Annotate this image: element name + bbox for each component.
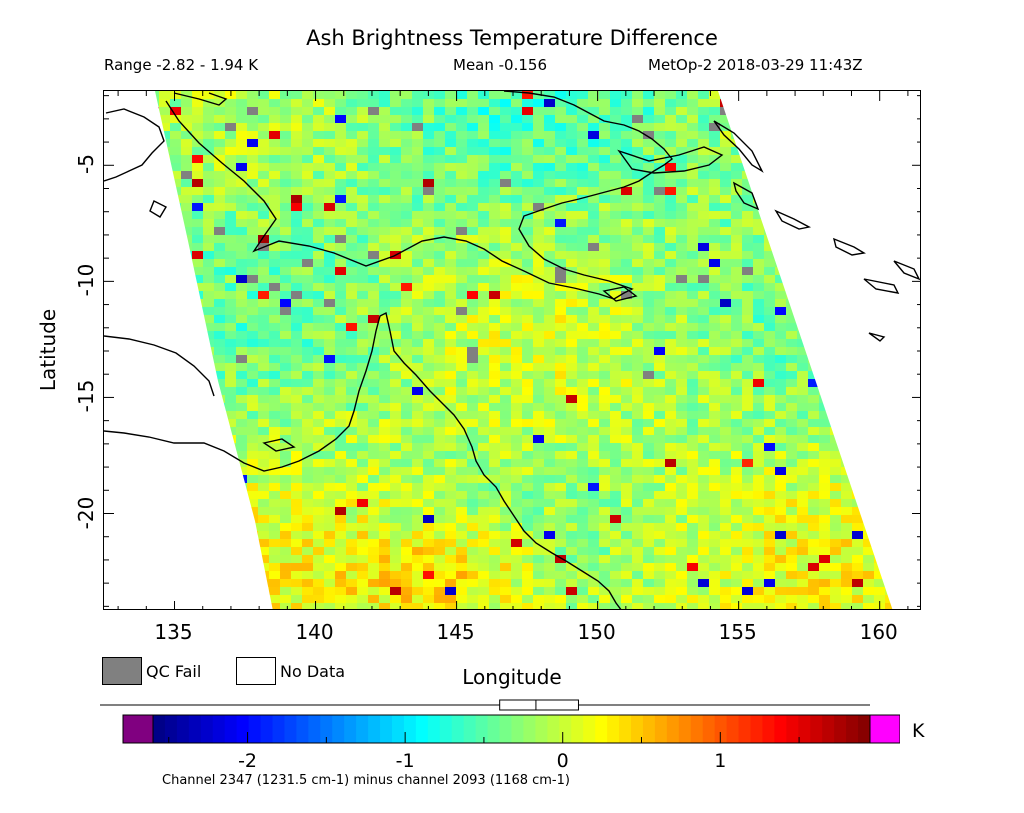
- map-frame: [103, 90, 921, 610]
- channel-footnote: Channel 2347 (1231.5 cm-1) minus channel…: [162, 773, 570, 788]
- no-data-label: No Data: [280, 662, 346, 681]
- colorbar-label: -1: [395, 750, 415, 772]
- y-axis-label: Latitude: [36, 308, 60, 392]
- y-tick-label: -10: [74, 264, 98, 297]
- bird-head-coast: [104, 108, 165, 182]
- qc-fail-label: QC Fail: [146, 662, 202, 681]
- colorbar-unit: K: [912, 720, 925, 742]
- colorbar-frame: [152, 714, 871, 744]
- range-text: Range -2.82 - 1.94 K: [104, 56, 259, 74]
- solomon-4: [893, 260, 920, 281]
- small-island-w: [149, 200, 167, 218]
- qc-fail-swatch: [102, 657, 142, 685]
- x-tick-label: 140: [295, 620, 334, 644]
- new-caledonia-bits: [868, 332, 886, 342]
- x-tick-label: 160: [859, 620, 898, 644]
- colorbar: [100, 699, 900, 744]
- no-data-swatch: [236, 657, 276, 685]
- colorbar-gradient: [153, 715, 871, 743]
- new-guinea-coastline: [165, 91, 673, 300]
- boxplot-box: [499, 699, 579, 711]
- x-tick-label: 135: [154, 620, 193, 644]
- map-canvas: [104, 91, 920, 609]
- solomon-2: [832, 237, 866, 256]
- colorbar-label: 1: [714, 750, 727, 772]
- louisiade-islands: [602, 286, 638, 302]
- x-axis-label: Longitude: [462, 665, 562, 689]
- northwest-islands: [173, 92, 228, 106]
- new-ireland: [713, 120, 764, 173]
- chart-title: Ash Brightness Temperature Difference: [306, 26, 718, 50]
- x-tick-label: 155: [718, 620, 757, 644]
- solomon-1: [774, 209, 812, 230]
- melville-island: [262, 438, 296, 452]
- tick-marks: [104, 91, 920, 609]
- y-tick-label: -15: [74, 380, 98, 413]
- colorbar-under: [122, 714, 154, 744]
- new-britain: [617, 146, 724, 174]
- swath-data: [155, 91, 893, 609]
- mean-text: Mean -0.156: [453, 56, 547, 74]
- x-tick-label: 145: [436, 620, 475, 644]
- bougainville: [732, 181, 760, 211]
- x-tick-label: 150: [577, 620, 616, 644]
- satellite-time-text: MetOp-2 2018-03-29 11:43Z: [648, 56, 863, 74]
- coastlines: [104, 91, 920, 609]
- solomon-3: [863, 278, 900, 294]
- colorbar-over: [869, 714, 900, 744]
- australia-coastline: [104, 311, 622, 609]
- colorbar-label: 0: [556, 750, 569, 772]
- colorbar-label: -2: [238, 750, 258, 772]
- carpentaria-coast: [104, 335, 215, 397]
- y-tick-label: -20: [74, 496, 98, 529]
- y-tick-label: -5: [74, 154, 98, 175]
